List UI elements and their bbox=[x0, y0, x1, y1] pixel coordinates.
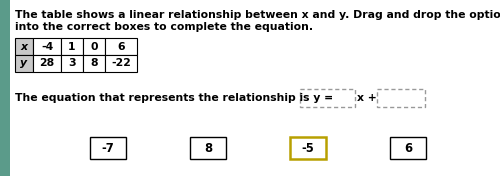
Text: 8: 8 bbox=[204, 142, 212, 155]
Bar bbox=[15, 55, 33, 72]
Bar bbox=[61, 55, 83, 72]
Text: -5: -5 bbox=[302, 142, 314, 155]
Bar bbox=[15, 38, 33, 55]
Text: x +: x + bbox=[357, 93, 377, 103]
Text: into the correct boxes to complete the equation.: into the correct boxes to complete the e… bbox=[15, 22, 313, 32]
Text: 6: 6 bbox=[404, 142, 412, 155]
Bar bbox=[105, 38, 137, 55]
Text: The table shows a linear relationship between x and y. Drag and drop the options: The table shows a linear relationship be… bbox=[15, 10, 500, 20]
Bar bbox=[377, 89, 425, 107]
Bar bbox=[90, 137, 126, 159]
Bar bbox=[105, 55, 137, 72]
Bar bbox=[290, 137, 326, 159]
Text: 0: 0 bbox=[90, 42, 98, 52]
Text: The equation that represents the relationship is y =: The equation that represents the relatio… bbox=[15, 93, 333, 103]
Bar bbox=[390, 137, 426, 159]
Bar bbox=[61, 38, 83, 55]
Text: -7: -7 bbox=[102, 142, 114, 155]
Text: x: x bbox=[20, 42, 28, 52]
Text: 3: 3 bbox=[68, 58, 76, 68]
Bar bbox=[83, 38, 105, 55]
Bar bbox=[300, 89, 355, 107]
Text: 28: 28 bbox=[40, 58, 54, 68]
Bar bbox=[190, 137, 226, 159]
Bar bbox=[33, 55, 61, 72]
Text: 8: 8 bbox=[90, 58, 98, 68]
Text: -22: -22 bbox=[111, 58, 131, 68]
Bar bbox=[0, 0, 10, 176]
Text: -4: -4 bbox=[41, 42, 53, 52]
Text: y: y bbox=[20, 58, 28, 68]
Bar bbox=[33, 38, 61, 55]
Text: 6: 6 bbox=[117, 42, 125, 52]
Text: 1: 1 bbox=[68, 42, 76, 52]
Bar bbox=[83, 55, 105, 72]
